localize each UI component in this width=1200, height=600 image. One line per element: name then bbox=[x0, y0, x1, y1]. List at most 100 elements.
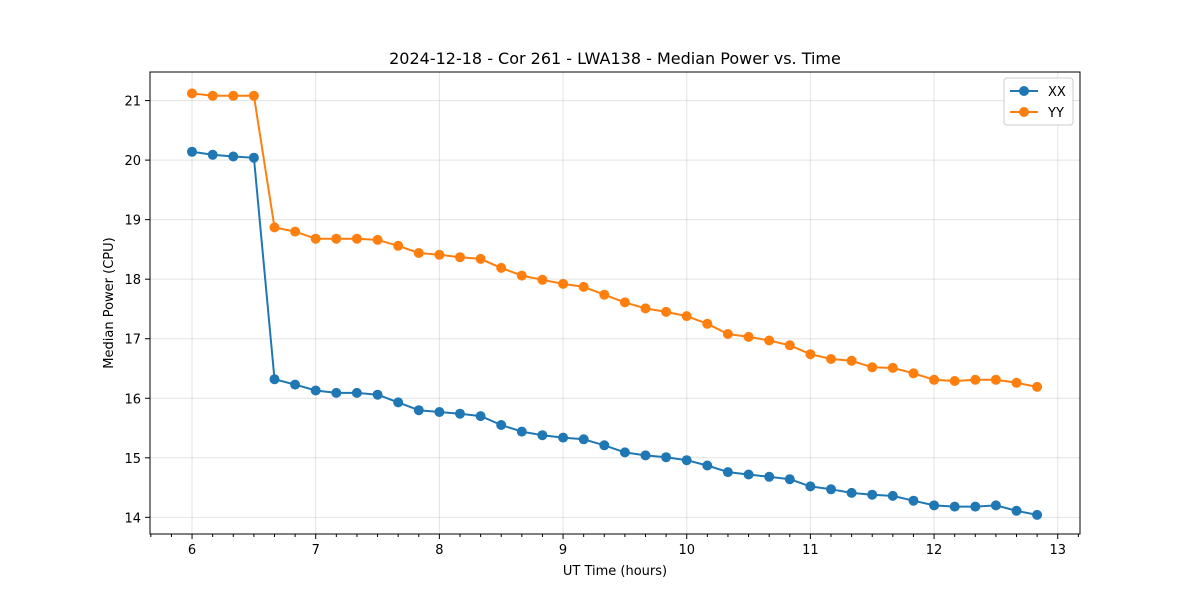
data-point-yy bbox=[496, 262, 507, 273]
data-point-xx bbox=[990, 500, 1001, 511]
data-point-yy bbox=[578, 281, 589, 292]
data-point-yy bbox=[599, 289, 610, 300]
data-point-xx bbox=[805, 481, 816, 492]
y-tick-label: 19 bbox=[124, 214, 141, 229]
x-tick-label: 8 bbox=[435, 543, 443, 558]
data-point-yy bbox=[537, 274, 548, 285]
data-point-yy bbox=[702, 318, 713, 329]
x-tick-label: 7 bbox=[312, 543, 320, 558]
legend: XX YY bbox=[1003, 77, 1074, 126]
data-point-yy bbox=[784, 340, 795, 351]
data-point-yy bbox=[434, 249, 445, 260]
y-tick-label: 21 bbox=[124, 95, 141, 110]
data-point-yy bbox=[949, 376, 960, 386]
data-point-xx bbox=[743, 469, 754, 480]
chart-title: 2024-12-18 - Cor 261 - LWA138 - Median P… bbox=[389, 49, 841, 68]
data-point-yy bbox=[351, 233, 362, 244]
data-point-yy bbox=[846, 355, 857, 366]
data-point-xx bbox=[496, 420, 507, 430]
x-tick-label: 9 bbox=[559, 543, 567, 558]
y-tick-label: 15 bbox=[124, 452, 141, 467]
data-point-xx bbox=[455, 408, 465, 419]
data-point-xx bbox=[764, 471, 775, 482]
data-point-yy bbox=[990, 374, 1001, 385]
data-point-xx bbox=[310, 385, 321, 396]
data-point-yy bbox=[372, 234, 383, 245]
data-point-yy bbox=[413, 248, 424, 258]
x-tick-label: 13 bbox=[1049, 543, 1066, 558]
data-point-yy bbox=[1011, 377, 1022, 388]
data-point-yy bbox=[558, 278, 569, 289]
data-point-xx bbox=[393, 397, 404, 408]
data-point-xx bbox=[702, 460, 713, 471]
data-point-xx bbox=[887, 490, 898, 501]
data-point-xx bbox=[351, 387, 362, 398]
y-tick-label: 17 bbox=[124, 333, 141, 348]
data-point-yy bbox=[290, 226, 301, 237]
legend-label-yy: YY bbox=[1047, 106, 1064, 121]
data-point-xx bbox=[970, 501, 981, 512]
data-point-xx bbox=[475, 411, 486, 422]
data-point-yy bbox=[207, 90, 218, 101]
y-tick-label: 14 bbox=[124, 511, 141, 526]
data-point-xx bbox=[516, 426, 527, 437]
data-point-xx bbox=[722, 467, 733, 478]
data-point-xx bbox=[867, 489, 878, 500]
data-point-xx bbox=[248, 152, 259, 163]
data-point-yy bbox=[475, 253, 486, 264]
data-point-xx bbox=[619, 447, 630, 458]
legend-marker-yy bbox=[1019, 107, 1029, 117]
series-layer bbox=[187, 88, 1043, 520]
data-point-xx bbox=[826, 484, 836, 495]
data-point-yy bbox=[187, 88, 197, 99]
x-tick-label: 12 bbox=[926, 543, 943, 558]
data-point-xx bbox=[1011, 505, 1022, 516]
data-point-yy bbox=[455, 252, 465, 263]
x-axis-label: UT Time (hours) bbox=[563, 564, 667, 579]
data-point-xx bbox=[661, 452, 672, 463]
data-point-xx bbox=[269, 374, 280, 385]
data-point-xx bbox=[784, 474, 795, 485]
data-point-yy bbox=[805, 349, 816, 360]
y-axis-label: Median Power (CPU) bbox=[102, 237, 117, 368]
data-point-xx bbox=[290, 379, 301, 390]
data-point-xx bbox=[331, 387, 342, 398]
x-tick-label: 11 bbox=[802, 543, 819, 558]
data-point-xx bbox=[537, 430, 548, 441]
data-point-yy bbox=[310, 233, 321, 244]
data-point-xx bbox=[578, 434, 589, 445]
data-point-xx bbox=[207, 149, 218, 160]
data-point-yy bbox=[908, 368, 919, 379]
data-point-xx bbox=[681, 455, 692, 466]
data-point-yy bbox=[1032, 381, 1043, 392]
data-point-xx bbox=[187, 146, 197, 157]
data-point-xx bbox=[640, 450, 651, 461]
data-point-yy bbox=[970, 374, 981, 385]
plot-area-frame bbox=[149, 71, 1081, 535]
legend-label-xx: XX bbox=[1048, 85, 1066, 100]
data-point-xx bbox=[846, 487, 857, 498]
data-point-yy bbox=[743, 331, 754, 342]
data-point-yy bbox=[722, 329, 733, 339]
data-point-xx bbox=[599, 440, 610, 451]
legend-marker-xx bbox=[1019, 86, 1029, 96]
data-point-yy bbox=[826, 354, 836, 364]
data-point-xx bbox=[558, 432, 569, 443]
data-point-xx bbox=[228, 151, 239, 162]
y-tick-label: 18 bbox=[124, 273, 141, 288]
data-point-yy bbox=[867, 362, 878, 373]
data-point-yy bbox=[764, 335, 775, 346]
data-point-yy bbox=[269, 222, 280, 233]
x-tick-label: 6 bbox=[188, 543, 196, 558]
data-point-yy bbox=[887, 362, 898, 373]
data-point-xx bbox=[434, 407, 445, 417]
data-point-yy bbox=[661, 306, 672, 317]
data-point-yy bbox=[640, 303, 651, 314]
grid-lines bbox=[150, 72, 1080, 534]
data-point-yy bbox=[331, 233, 342, 244]
data-point-yy bbox=[248, 90, 259, 101]
data-point-xx bbox=[1032, 509, 1043, 520]
data-point-yy bbox=[516, 270, 527, 281]
